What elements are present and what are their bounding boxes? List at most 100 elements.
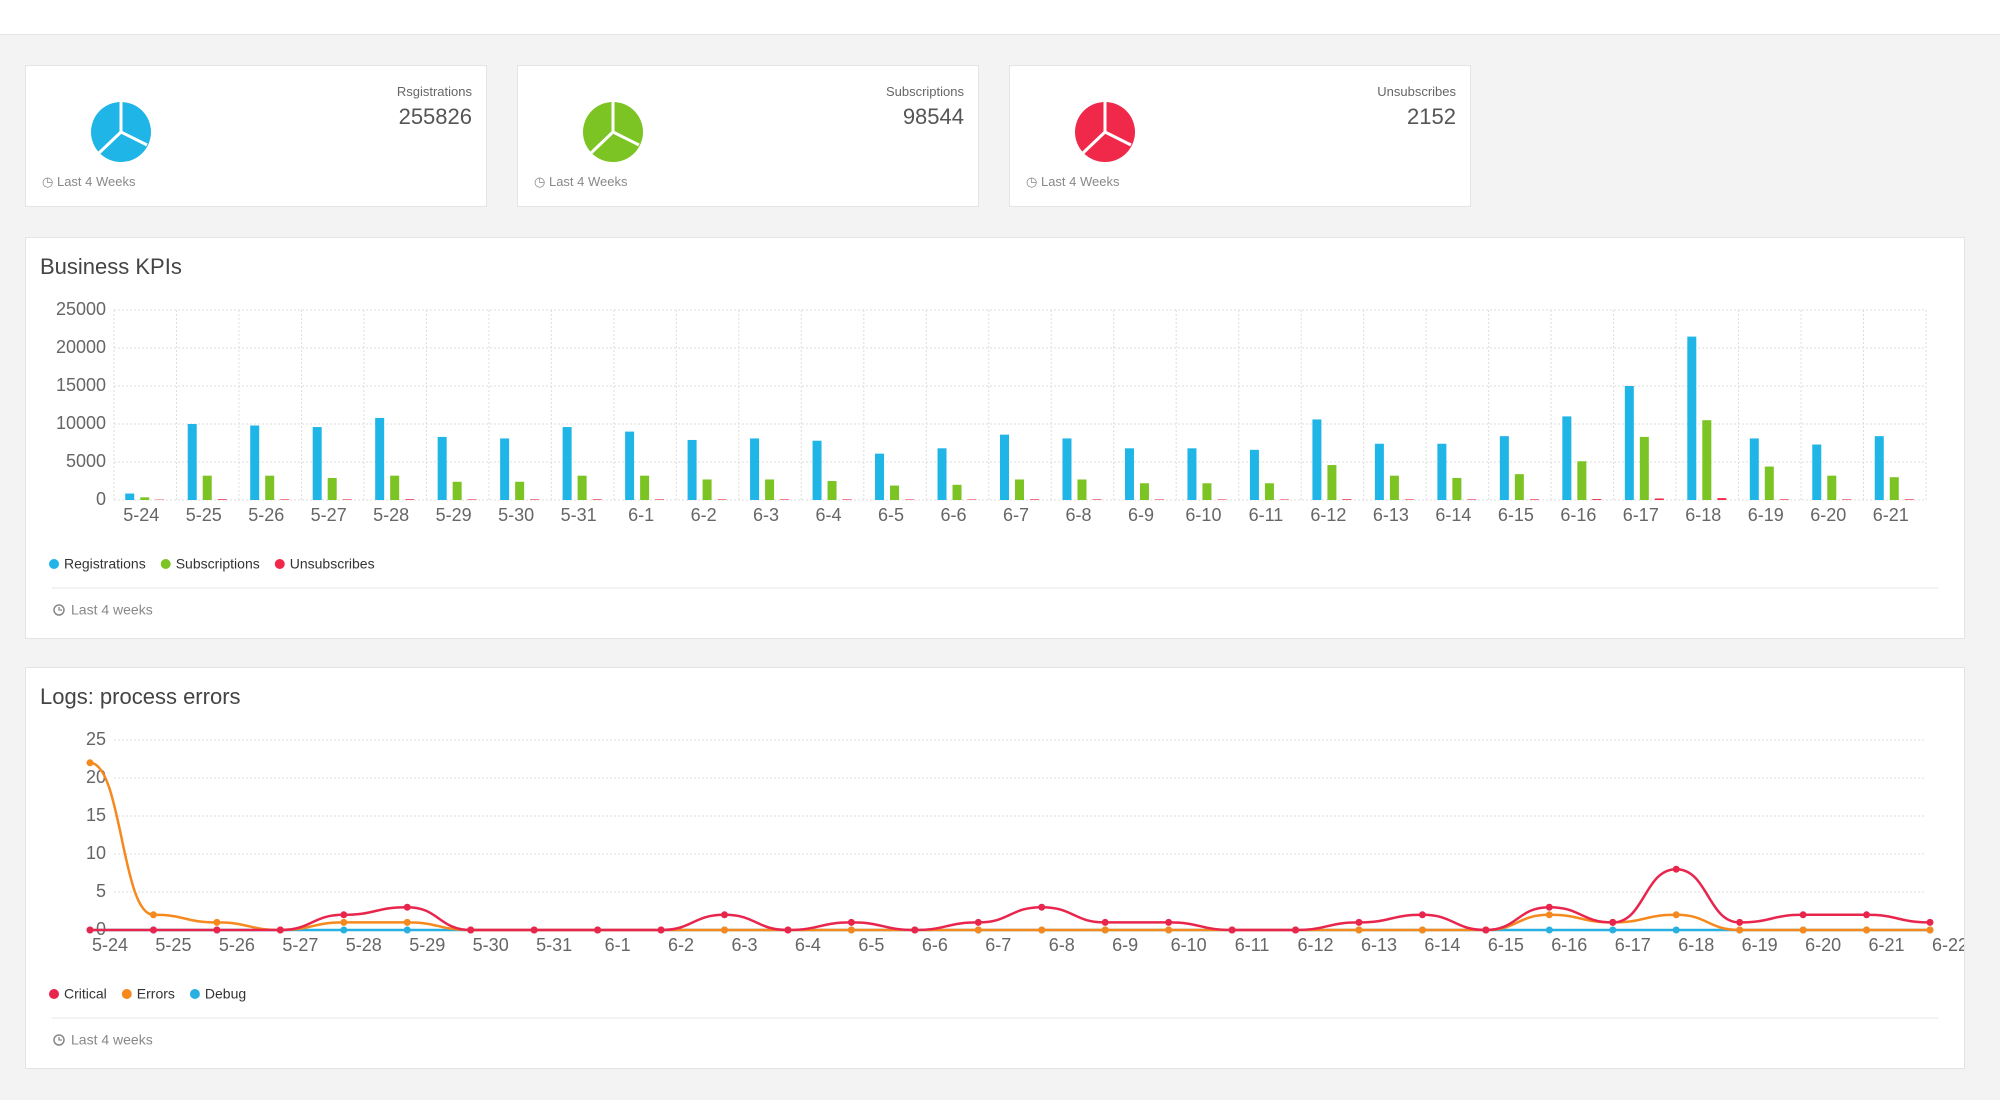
bar [327, 477, 337, 500]
bar [1624, 386, 1634, 500]
bar [375, 417, 385, 500]
y-tick-label: 10 [86, 843, 106, 863]
bar [640, 475, 650, 500]
x-tick-label: 5-29 [436, 505, 472, 525]
y-tick-label: 0 [96, 489, 106, 509]
bar [1779, 499, 1789, 500]
x-tick-label: 6-9 [1112, 935, 1138, 955]
x-tick-label: 5-31 [561, 505, 597, 525]
bar [750, 438, 760, 500]
y-tick-label: 25 [86, 729, 106, 749]
bar [1264, 483, 1274, 500]
bar [1889, 477, 1899, 500]
bar [1437, 443, 1447, 500]
point [213, 918, 221, 926]
bar [1015, 479, 1024, 500]
bar [875, 453, 885, 500]
legend-label: Registrations [64, 556, 146, 572]
bar [467, 499, 477, 500]
point [720, 911, 728, 919]
bar [500, 438, 510, 500]
bar [125, 493, 135, 500]
x-tick-label: 6-6 [941, 505, 967, 525]
point [403, 918, 411, 926]
x-tick-label: 6-22 [1932, 935, 1964, 955]
x-tick-label: 6-11 [1249, 505, 1284, 525]
legend-swatch [160, 559, 171, 569]
point [1863, 911, 1871, 919]
bar [1687, 336, 1697, 500]
x-tick-label: 5-24 [123, 505, 159, 525]
x-tick-label: 6-1 [628, 505, 654, 525]
point [1228, 926, 1236, 934]
bar [592, 499, 602, 500]
point [1799, 911, 1807, 919]
x-tick-label: 5-31 [536, 935, 572, 955]
bar [1279, 499, 1289, 500]
bar [1529, 499, 1539, 500]
stat-card: Unsubscribes 2152 ◷ Last 4 Weeks [1009, 65, 1471, 207]
point [340, 926, 348, 934]
bar [1702, 420, 1712, 500]
point [340, 911, 348, 919]
point [1545, 911, 1553, 919]
bar [717, 499, 727, 500]
stat-card: Subscriptions 98544 ◷ Last 4 Weeks [517, 65, 979, 207]
chart-footer: Last 4 weeks [71, 602, 153, 618]
bar [1374, 443, 1384, 500]
point [657, 926, 665, 934]
bar [1202, 483, 1212, 500]
legend-label: Unsubscribes [290, 556, 375, 572]
x-tick-label: 5-25 [155, 935, 191, 955]
kpi-panel: Business KPIs 0 5000 10000 15000 20000 25000 5-… [25, 237, 1965, 639]
bar [967, 499, 977, 500]
y-tick-label: 5000 [66, 451, 106, 471]
bar [1139, 483, 1149, 500]
point [1418, 926, 1426, 934]
bar [890, 485, 900, 500]
footer-text: Last 4 Weeks [1040, 174, 1120, 189]
x-tick-label: 6-7 [985, 935, 1011, 955]
bar [187, 424, 197, 500]
bar [1467, 499, 1477, 500]
point [847, 918, 855, 926]
point [1609, 918, 1617, 926]
x-tick-label: 6-1 [605, 935, 631, 955]
bar [530, 499, 540, 500]
point [594, 926, 602, 934]
card-title: Unsubscribes [1377, 84, 1456, 99]
bar [1342, 499, 1352, 500]
bar [1077, 479, 1087, 500]
bar [812, 440, 822, 500]
card-footer: ◷ Last 4 Weeks [1026, 174, 1120, 189]
y-tick-label: 20000 [56, 337, 106, 357]
bar [1124, 448, 1134, 500]
legend-label: Critical [64, 986, 107, 1002]
bar [1562, 416, 1572, 500]
point [720, 926, 728, 934]
chart-footer: Last 4 weeks [71, 1032, 153, 1048]
x-tick-label: 6-12 [1298, 935, 1334, 955]
y-tick-label: 5 [96, 881, 106, 901]
pie-icon [1075, 102, 1135, 162]
point [1926, 926, 1934, 934]
point [1038, 903, 1046, 911]
bar [250, 425, 260, 500]
legend-label: Subscriptions [176, 556, 260, 572]
x-tick-label: 5-28 [346, 935, 382, 955]
bar [780, 499, 790, 500]
point [1545, 926, 1553, 934]
bar [140, 497, 150, 500]
bar [1389, 475, 1399, 500]
x-tick-label: 6-20 [1805, 935, 1841, 955]
chart-title: Business KPIs [40, 254, 182, 279]
point [1863, 926, 1871, 934]
clock-hand [58, 1037, 62, 1041]
card-value: 255826 [398, 104, 472, 129]
card-value: 2152 [1407, 104, 1456, 129]
x-tick-label: 6-15 [1498, 505, 1534, 525]
bar [625, 431, 635, 500]
y-tick-label: 10000 [56, 413, 106, 433]
x-tick-label: 6-4 [816, 505, 842, 525]
x-tick-label: 5-28 [373, 505, 409, 525]
